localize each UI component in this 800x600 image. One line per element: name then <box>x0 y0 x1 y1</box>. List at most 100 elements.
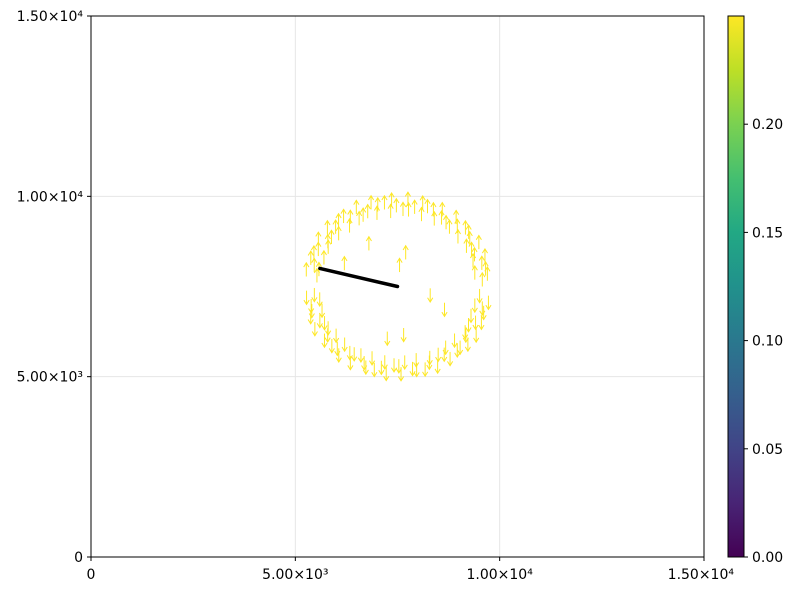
quiver-arrow <box>472 315 479 331</box>
quiver-arrow <box>332 219 339 234</box>
quiver-arrow <box>347 209 354 224</box>
quiver-arrow <box>360 207 367 222</box>
colorbar-tick-label: 0.10 <box>752 334 783 350</box>
quiver-arrow <box>462 219 469 235</box>
quiver-arrow <box>454 228 461 244</box>
quiver-arrow <box>446 219 453 234</box>
colorbar-bar <box>727 15 745 558</box>
line-segment-group <box>318 266 400 289</box>
grid-lines <box>91 16 704 557</box>
quiver-arrow <box>384 331 391 347</box>
quiver-arrow <box>462 328 469 344</box>
quiver-arrow <box>303 290 310 306</box>
colorbar-tick-label: 0.20 <box>752 117 783 133</box>
quiver-arrow <box>467 308 475 324</box>
quiver-arrow <box>396 257 403 273</box>
quiver-arrow <box>447 351 454 367</box>
quiver-arrow <box>356 210 363 226</box>
quiver-arrow <box>390 358 398 373</box>
quiver-arrow <box>378 360 385 376</box>
quiver-arrow <box>439 201 446 217</box>
quiver-arrow <box>422 362 429 378</box>
quiver-arrow <box>400 327 407 343</box>
quiver-arrow <box>434 359 441 375</box>
quiver-arrow <box>353 199 360 215</box>
y-tick-label: 5.00×10³ <box>17 370 83 386</box>
line-segment <box>318 266 400 289</box>
quiver-arrow <box>393 197 400 213</box>
colorbar: 0.00 0.05 0.10 0.15 0.20 <box>727 15 783 566</box>
quiver-arrow <box>388 192 395 207</box>
quiver-arrow <box>321 316 328 331</box>
quiver-arrow <box>404 191 411 206</box>
quiver-arrow <box>462 325 469 340</box>
quiver-arrow <box>381 355 388 370</box>
quiver-arrow <box>381 194 388 210</box>
quiver-arrow <box>438 209 445 225</box>
quiver-arrow <box>320 249 327 265</box>
quiver-arrow <box>315 241 322 257</box>
quiver-arrow <box>351 347 358 362</box>
y-tick-label: 1.50×10⁴ <box>17 9 84 25</box>
quiver-arrow <box>465 224 472 239</box>
quiver-arrow <box>346 217 353 233</box>
quiver-arrow <box>387 203 394 219</box>
quiver-arrow <box>471 298 478 314</box>
plot-frame <box>90 15 705 558</box>
x-tick-label: 5.00×10³ <box>262 567 328 583</box>
quiver-arrow <box>454 218 461 233</box>
quiver-arrow <box>411 199 418 214</box>
quiver-arrow <box>308 304 315 319</box>
quiver-arrow <box>427 288 434 303</box>
y-tick-label: 1.00×10⁴ <box>17 189 84 205</box>
quiver-arrow <box>328 338 335 354</box>
quiver-arrow <box>424 198 431 214</box>
quiver-arrow <box>441 347 448 363</box>
quiver-arrow <box>426 350 433 366</box>
x-tick-label: 1.00×10⁴ <box>466 567 533 583</box>
quiver-arrow <box>324 219 331 235</box>
quiver-arrow <box>479 271 486 287</box>
quiver-arrow <box>311 322 318 337</box>
quiver-arrow <box>368 194 375 210</box>
quiver-arrow <box>383 366 390 382</box>
quiver-arrow <box>311 257 318 273</box>
quiver-arrow <box>478 255 485 270</box>
x-tick-label: 1.50×10⁴ <box>668 567 735 583</box>
quiver-arrow <box>442 340 449 356</box>
x-tick-label: 0 <box>87 567 96 583</box>
quiver-arrow <box>316 313 323 329</box>
quiver-arrow <box>478 315 485 331</box>
quiver-arrow <box>471 265 478 280</box>
quiver-arrow <box>479 301 486 317</box>
y-axis: 0 5.00×10³ 1.00×10⁴ 1.50×10⁴ <box>17 9 91 566</box>
quiver-arrow <box>328 229 335 245</box>
quiver-arrow <box>413 353 420 368</box>
quiver-arrow <box>430 201 437 217</box>
quiver-arrow <box>482 260 489 276</box>
y-tick-label: 0 <box>74 550 83 566</box>
quiver-arrow <box>362 360 369 376</box>
quiver-arrow <box>475 234 482 250</box>
quiver-arrow <box>313 267 320 283</box>
quiver-arrow <box>463 238 470 253</box>
quiver-arrow <box>466 230 473 246</box>
quiver-arrow <box>441 302 448 318</box>
quiver-arrow <box>307 310 314 325</box>
quiver-arrow <box>364 203 371 219</box>
quiver-arrow <box>443 214 450 230</box>
arrow-field <box>303 191 492 382</box>
quiver-arrow <box>303 261 310 277</box>
x-axis: 0 5.00×10³ 1.00×10⁴ 1.50×10⁴ <box>87 557 735 583</box>
quiver-arrow <box>435 347 442 363</box>
quiver-arrow <box>333 328 340 344</box>
colorbar-tick-label: 0.00 <box>752 550 783 566</box>
quiver-arrow <box>316 292 323 308</box>
quiver-arrow <box>457 340 464 356</box>
colorbar-tick-label: 0.05 <box>752 442 783 458</box>
quiver-arrow <box>307 250 314 265</box>
quiver-arrow <box>369 351 376 366</box>
quiver-arrow <box>335 225 342 241</box>
quiver-arrow <box>465 318 472 333</box>
quiver-arrow <box>311 287 318 303</box>
